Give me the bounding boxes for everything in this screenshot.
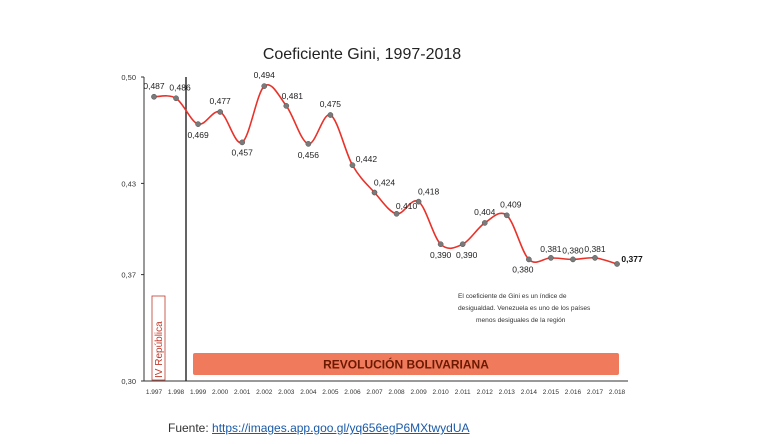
data-point xyxy=(503,212,510,219)
source-prefix: Fuente: xyxy=(168,421,213,435)
note-line-3: menos desiguales de la región xyxy=(476,317,566,324)
x-tick-label: 2.015 xyxy=(543,389,560,396)
x-tick-label: 1.999 xyxy=(190,389,207,396)
data-label: 0,380 xyxy=(562,245,584,255)
revolucion-label: REVOLUCIÓN BOLIVARIANA xyxy=(323,357,489,372)
x-tick-label: 2.018 xyxy=(609,389,626,396)
data-point xyxy=(283,103,290,109)
note-line-1: El coeficiente de Gini es un índice de xyxy=(458,293,567,300)
data-point xyxy=(570,256,576,263)
data-point xyxy=(173,95,179,102)
data-point xyxy=(371,189,378,196)
x-tick-label: 2.016 xyxy=(565,389,582,396)
data-point xyxy=(305,141,312,147)
data-point xyxy=(151,93,157,100)
data-label: 0,456 xyxy=(298,150,320,160)
source-link[interactable]: https://images.app.goo.gl/yq656egP6MXtwy… xyxy=(212,421,470,435)
data-label: 0,404 xyxy=(474,207,496,217)
data-label: 0,390 xyxy=(430,250,452,260)
gini-series-line xyxy=(153,84,618,265)
x-tick-label: 2.001 xyxy=(234,389,251,396)
chart-title: Coeficiente Gini, 1997-2018 xyxy=(263,46,461,63)
y-tick-label: 0,30 xyxy=(121,377,136,386)
data-label: 0,381 xyxy=(540,244,562,254)
data-point xyxy=(548,255,554,261)
data-point xyxy=(261,83,268,89)
x-tick-label: 2.012 xyxy=(477,389,494,396)
data-point xyxy=(349,162,356,169)
data-point xyxy=(327,112,334,118)
data-point xyxy=(239,139,246,146)
x-tick-label: 2.002 xyxy=(256,389,273,396)
data-label: 0,494 xyxy=(254,70,276,80)
x-tick-label: 1.997 xyxy=(146,389,163,396)
x-tick-label: 1.998 xyxy=(168,389,185,396)
data-label: 0,390 xyxy=(456,250,478,260)
x-tick-label: 2.003 xyxy=(278,389,295,396)
data-point xyxy=(415,198,422,205)
data-label: 0,424 xyxy=(374,178,396,188)
data-label: 0,477 xyxy=(210,96,232,106)
data-label: 0,481 xyxy=(282,91,304,101)
data-label-group: 0,487 0,486 0,469 0,477 0,457 0,494 0,481 0,456… xyxy=(143,70,643,274)
x-tick-label: 2.008 xyxy=(388,389,405,396)
x-tick-label: 2.000 xyxy=(212,389,229,396)
x-tick-label: 2.007 xyxy=(366,389,383,396)
data-label: 0,418 xyxy=(418,187,440,197)
data-label: 0,377 xyxy=(621,254,643,264)
x-tick-label: 2.013 xyxy=(499,389,516,396)
iv-republica-label: IV República xyxy=(154,321,165,378)
y-tick-label: 0,43 xyxy=(121,179,136,188)
y-tick-label: 0,50 xyxy=(121,73,136,82)
x-tick-label: 2.004 xyxy=(300,389,317,396)
y-tick-group: 0,50 0,43 0,37 0,30 xyxy=(121,73,144,386)
revolucion-band xyxy=(193,353,619,375)
x-tick-group: 1.997 1.998 1.999 2.000 2.001 2.002 2.003 2.004… xyxy=(146,389,626,396)
data-label: 0,475 xyxy=(320,99,342,109)
data-point xyxy=(217,109,223,115)
x-tick-label: 2.017 xyxy=(587,389,604,396)
data-point xyxy=(481,220,488,226)
source-line: Fuente: https://images.app.goo.gl/yq656e… xyxy=(168,421,470,435)
x-tick-label: 2.010 xyxy=(433,389,450,396)
note-line-2: desigualdad. Venezuela es uno de los paí… xyxy=(458,305,591,312)
x-tick-label: 2.009 xyxy=(410,389,427,396)
data-label: 0,409 xyxy=(500,199,522,209)
data-label: 0,380 xyxy=(512,264,534,274)
data-point xyxy=(393,210,400,217)
x-tick-label: 2.005 xyxy=(322,389,339,396)
data-label: 0,469 xyxy=(187,130,209,140)
data-point xyxy=(592,255,598,261)
marker-group xyxy=(151,83,620,267)
data-label: 0,381 xyxy=(584,244,606,254)
x-tick-label: 2.006 xyxy=(344,389,361,396)
data-label: 0,410 xyxy=(396,201,418,211)
data-point xyxy=(437,241,444,248)
y-tick-label: 0,37 xyxy=(121,271,136,280)
data-point xyxy=(614,261,620,267)
x-tick-label: 2.011 xyxy=(455,389,471,396)
data-label: 0,486 xyxy=(169,82,191,92)
data-label: 0,457 xyxy=(232,147,254,157)
x-tick-label: 2.014 xyxy=(521,389,538,396)
data-point xyxy=(459,241,466,248)
data-label: 0,487 xyxy=(143,81,165,91)
data-point xyxy=(195,121,201,127)
data-label: 0,442 xyxy=(356,154,378,164)
iv-republica-box xyxy=(151,295,166,381)
data-point xyxy=(526,256,532,263)
